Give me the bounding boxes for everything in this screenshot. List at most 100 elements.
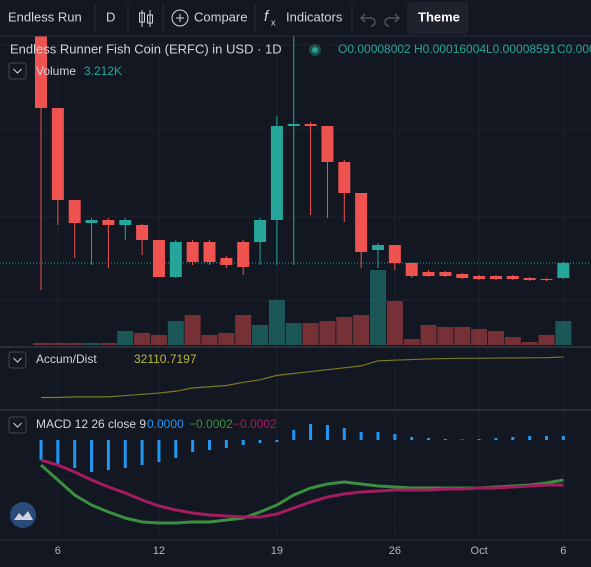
volume-bar	[336, 317, 353, 345]
candle-body	[254, 220, 267, 242]
macd-histogram-bar	[174, 440, 178, 458]
time-axis-labels: 6 12 19 26 Oct 6	[55, 545, 567, 557]
volume-bar	[49, 343, 66, 345]
macd-histogram-bar	[410, 437, 414, 440]
indicators-button[interactable]: Indicators	[286, 9, 343, 24]
volume-bar	[420, 325, 437, 345]
candle-body	[557, 263, 570, 278]
volume-bar	[504, 337, 521, 345]
volume-bar	[33, 343, 49, 345]
macd-histogram-bar	[427, 438, 431, 440]
candle-body	[51, 108, 64, 200]
volume-bar	[403, 339, 420, 345]
chart-type-button[interactable]	[139, 10, 153, 27]
volume-bar	[471, 329, 488, 345]
signal-value: −0.0002	[233, 417, 277, 431]
collapse-button[interactable]	[8, 351, 27, 369]
x-tick-label: 26	[389, 545, 401, 557]
macd-histogram-bar	[56, 440, 60, 465]
macd-histogram-bar	[90, 440, 94, 472]
ad-line	[41, 356, 564, 399]
volume-bar	[487, 331, 504, 345]
volume-bar	[370, 270, 386, 345]
undo-redo[interactable]	[359, 13, 401, 27]
macd-histogram-bar	[191, 440, 195, 452]
volume-bar	[150, 335, 167, 345]
compare-button[interactable]: Compare	[194, 9, 247, 24]
macd-hist-value: 0.0000	[147, 417, 184, 431]
candle-body	[152, 240, 165, 277]
collapse-button[interactable]	[8, 62, 27, 80]
candle-body	[422, 272, 435, 276]
candle-body	[237, 242, 250, 267]
volume-value: 3.212K	[84, 64, 122, 78]
theme-button[interactable]: Theme	[418, 9, 460, 24]
macd-histogram-bar	[106, 440, 110, 470]
volume-bar	[454, 327, 471, 345]
candle-body	[68, 200, 81, 223]
macd-histogram-bar	[477, 439, 481, 440]
symbol-title: Endless Runner Fish Coin (ERFC) in USD ·…	[10, 41, 282, 56]
x-tick-label: 6	[560, 545, 566, 557]
volume-bar	[386, 301, 403, 345]
plot	[0, 30, 591, 525]
candle-body	[35, 30, 47, 108]
interval-button[interactable]: D	[106, 9, 115, 24]
collapse-icon	[13, 422, 22, 428]
macd-histogram-bar	[494, 438, 498, 440]
macd-histogram-bar	[460, 439, 464, 440]
macd-value: −0.0002	[189, 417, 233, 431]
volume-bar	[538, 335, 555, 345]
volume-bar	[268, 300, 285, 345]
candle-body	[473, 276, 486, 279]
candle-body	[119, 220, 132, 225]
macd-histogram-bar	[528, 436, 532, 440]
logo[interactable]	[10, 502, 36, 528]
ad-value: 32110.7197	[134, 352, 197, 366]
candle-body	[136, 225, 149, 240]
volume-bar	[437, 327, 454, 345]
volume-legend: Volume	[36, 64, 76, 78]
candle-body	[85, 220, 98, 223]
macd-histogram-bar	[39, 440, 43, 460]
macd-histogram-bar	[393, 434, 397, 440]
collapse-icon	[13, 68, 22, 74]
macd-legend: MACD 12 26 close 9	[36, 417, 146, 431]
volume-bar	[134, 333, 151, 345]
candle-body	[186, 242, 199, 262]
macd-histogram-bar	[545, 436, 548, 440]
compare-icon[interactable]	[171, 9, 189, 27]
collapse-icon	[13, 357, 22, 363]
macd-histogram-bar	[359, 432, 363, 440]
macd-histogram-bar	[325, 425, 329, 440]
macd-histogram-bar	[561, 436, 565, 440]
macd-histogram-bar	[241, 440, 245, 445]
ohlc-open: O0.00008002	[338, 42, 411, 56]
candle-body	[102, 220, 115, 225]
candle-body	[220, 258, 233, 265]
macd-histogram-bar	[73, 440, 77, 468]
macd-histogram-bar	[511, 437, 515, 440]
status-dot	[312, 47, 318, 53]
macd-histogram-bar	[443, 439, 447, 440]
volume-bar	[100, 343, 117, 345]
candle-body	[355, 193, 368, 252]
ohlc-high: H0.00016004	[414, 42, 486, 56]
candle-body	[388, 245, 401, 263]
symbol-button[interactable]: Endless Run	[8, 9, 82, 24]
indicators-icon[interactable]: f	[264, 8, 270, 25]
macd-histogram-bar	[123, 440, 127, 468]
volume-bar	[319, 321, 336, 345]
legend: Endless Runner Fish Coin (ERFC) in USD ·…	[8, 41, 591, 434]
collapse-button[interactable]	[8, 416, 27, 434]
candle-body	[321, 126, 334, 162]
volume-bar	[521, 342, 538, 345]
macd-histogram-bar	[157, 440, 161, 462]
candle-body	[540, 279, 553, 280]
x-tick-label: 19	[271, 545, 283, 557]
indicators-icon[interactable]: x	[271, 17, 276, 27]
theme-button-bg[interactable]	[409, 2, 467, 34]
x-tick-label: 6	[55, 545, 61, 557]
